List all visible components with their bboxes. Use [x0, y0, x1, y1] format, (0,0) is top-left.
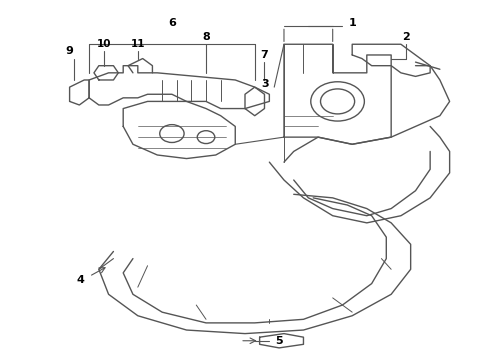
- Text: 5: 5: [275, 336, 283, 346]
- Text: 8: 8: [202, 32, 210, 42]
- Text: 4: 4: [76, 275, 84, 285]
- Text: 7: 7: [261, 50, 269, 60]
- Text: 11: 11: [130, 39, 145, 49]
- Text: 1: 1: [348, 18, 356, 28]
- Text: 2: 2: [402, 32, 410, 42]
- Text: 10: 10: [97, 39, 111, 49]
- Text: 9: 9: [66, 46, 74, 57]
- Text: 6: 6: [168, 18, 176, 28]
- Text: 3: 3: [262, 78, 270, 89]
